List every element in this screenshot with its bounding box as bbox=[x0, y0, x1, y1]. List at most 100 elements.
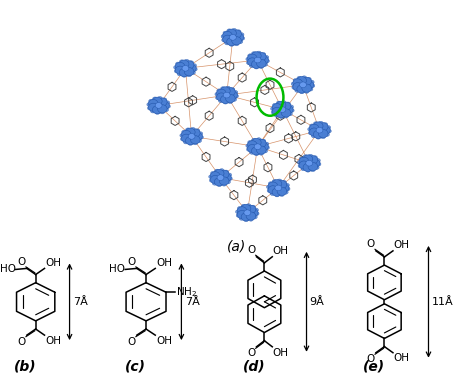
Text: O: O bbox=[247, 348, 255, 358]
Ellipse shape bbox=[212, 181, 218, 185]
Ellipse shape bbox=[297, 160, 302, 164]
Ellipse shape bbox=[292, 86, 297, 89]
Ellipse shape bbox=[219, 177, 229, 185]
Ellipse shape bbox=[162, 98, 167, 102]
Ellipse shape bbox=[324, 133, 329, 136]
Text: 7Å: 7Å bbox=[73, 297, 88, 307]
Ellipse shape bbox=[232, 37, 241, 45]
Ellipse shape bbox=[217, 89, 226, 97]
Ellipse shape bbox=[319, 129, 328, 138]
Ellipse shape bbox=[268, 186, 278, 194]
Ellipse shape bbox=[155, 110, 160, 114]
Ellipse shape bbox=[236, 30, 241, 34]
Ellipse shape bbox=[259, 151, 264, 155]
Ellipse shape bbox=[241, 204, 246, 208]
Ellipse shape bbox=[247, 141, 257, 149]
Ellipse shape bbox=[184, 59, 189, 63]
Ellipse shape bbox=[272, 107, 282, 115]
Text: O: O bbox=[18, 257, 26, 267]
Ellipse shape bbox=[308, 87, 313, 91]
Ellipse shape bbox=[234, 42, 239, 46]
Ellipse shape bbox=[175, 62, 181, 66]
Ellipse shape bbox=[157, 105, 167, 113]
Ellipse shape bbox=[229, 42, 234, 46]
Ellipse shape bbox=[223, 100, 228, 104]
Ellipse shape bbox=[306, 160, 312, 166]
Ellipse shape bbox=[153, 97, 162, 105]
Ellipse shape bbox=[256, 51, 261, 55]
Ellipse shape bbox=[248, 217, 254, 221]
Ellipse shape bbox=[224, 170, 229, 174]
Text: 11Å: 11Å bbox=[432, 297, 454, 307]
Ellipse shape bbox=[320, 135, 326, 139]
Ellipse shape bbox=[256, 146, 266, 154]
Ellipse shape bbox=[191, 64, 197, 68]
Ellipse shape bbox=[271, 110, 276, 114]
Ellipse shape bbox=[215, 92, 220, 96]
Ellipse shape bbox=[182, 130, 191, 139]
Ellipse shape bbox=[210, 172, 216, 175]
Ellipse shape bbox=[186, 64, 196, 72]
Ellipse shape bbox=[273, 103, 278, 107]
Text: HO: HO bbox=[0, 264, 16, 274]
Ellipse shape bbox=[303, 155, 308, 159]
Ellipse shape bbox=[293, 79, 302, 87]
Ellipse shape bbox=[234, 33, 244, 41]
Ellipse shape bbox=[246, 205, 256, 214]
Ellipse shape bbox=[164, 101, 170, 105]
Ellipse shape bbox=[301, 76, 307, 80]
Ellipse shape bbox=[216, 96, 220, 100]
Ellipse shape bbox=[308, 154, 313, 158]
Ellipse shape bbox=[150, 109, 155, 113]
Ellipse shape bbox=[314, 165, 319, 170]
Ellipse shape bbox=[221, 34, 226, 39]
Ellipse shape bbox=[179, 68, 189, 76]
Ellipse shape bbox=[246, 212, 256, 220]
Ellipse shape bbox=[198, 132, 203, 136]
Ellipse shape bbox=[272, 180, 282, 188]
Ellipse shape bbox=[250, 205, 255, 209]
Ellipse shape bbox=[282, 180, 286, 185]
Ellipse shape bbox=[276, 101, 282, 105]
Ellipse shape bbox=[184, 61, 194, 69]
Ellipse shape bbox=[157, 97, 163, 100]
Ellipse shape bbox=[291, 82, 296, 86]
Ellipse shape bbox=[320, 126, 330, 134]
Ellipse shape bbox=[302, 84, 311, 92]
Ellipse shape bbox=[223, 35, 232, 43]
Ellipse shape bbox=[217, 89, 222, 93]
Ellipse shape bbox=[295, 88, 300, 92]
Ellipse shape bbox=[248, 54, 253, 58]
Ellipse shape bbox=[223, 92, 230, 98]
Ellipse shape bbox=[191, 129, 200, 137]
Ellipse shape bbox=[186, 73, 191, 77]
Ellipse shape bbox=[259, 142, 268, 151]
Ellipse shape bbox=[160, 101, 169, 110]
Ellipse shape bbox=[228, 100, 233, 104]
Ellipse shape bbox=[147, 106, 153, 110]
Ellipse shape bbox=[276, 110, 286, 118]
Text: (b): (b) bbox=[14, 359, 36, 373]
Ellipse shape bbox=[270, 191, 275, 196]
Ellipse shape bbox=[277, 187, 287, 196]
Ellipse shape bbox=[288, 105, 293, 109]
Ellipse shape bbox=[279, 184, 289, 192]
Ellipse shape bbox=[219, 99, 224, 103]
Text: OH: OH bbox=[393, 240, 410, 250]
Ellipse shape bbox=[268, 182, 278, 190]
Ellipse shape bbox=[289, 108, 294, 112]
Ellipse shape bbox=[299, 157, 304, 161]
Ellipse shape bbox=[179, 60, 189, 68]
Ellipse shape bbox=[256, 59, 266, 68]
Ellipse shape bbox=[226, 87, 235, 96]
Ellipse shape bbox=[281, 109, 291, 117]
Ellipse shape bbox=[226, 94, 235, 103]
Ellipse shape bbox=[153, 97, 158, 101]
Ellipse shape bbox=[326, 129, 331, 133]
Ellipse shape bbox=[264, 146, 269, 150]
Ellipse shape bbox=[318, 121, 323, 125]
Ellipse shape bbox=[287, 112, 292, 116]
Ellipse shape bbox=[308, 162, 318, 171]
Ellipse shape bbox=[319, 123, 328, 131]
Ellipse shape bbox=[254, 144, 261, 149]
